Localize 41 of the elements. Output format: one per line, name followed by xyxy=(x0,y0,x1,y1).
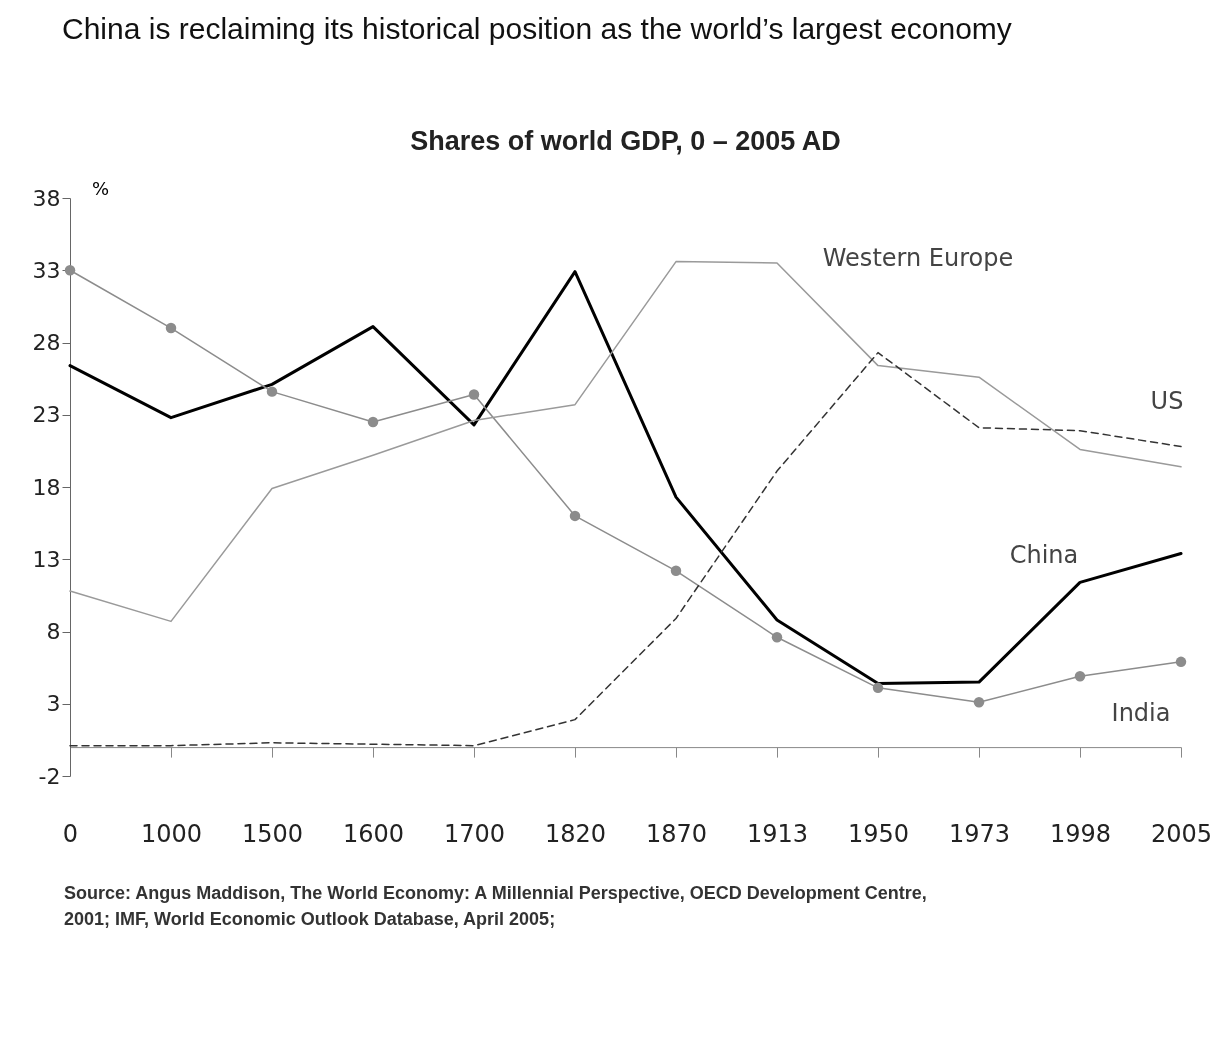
series-label: India xyxy=(1111,698,1171,727)
x-tick-label: 1950 xyxy=(847,819,910,848)
y-tick-label: 38 xyxy=(32,185,61,211)
y-tick-label: 13 xyxy=(32,546,61,572)
series-label: US xyxy=(1150,386,1184,415)
y-tick-label: -2 xyxy=(38,763,61,789)
x-tick-label: 1973 xyxy=(948,819,1011,848)
y-tick-label: 23 xyxy=(32,402,61,428)
x-tick-label: 1500 xyxy=(241,819,304,848)
point xyxy=(1074,671,1086,682)
point xyxy=(266,386,278,397)
x-tick-label: 1000 xyxy=(140,819,203,848)
series-label: China xyxy=(1009,541,1079,570)
x-tick-label: 1600 xyxy=(342,819,405,848)
point xyxy=(1175,656,1187,668)
x-tick-label: 1820 xyxy=(544,819,607,848)
x-tick-label: 1700 xyxy=(443,819,506,848)
point xyxy=(973,697,985,708)
y-tick-label: 3 xyxy=(46,691,61,717)
series-label: Western Europe xyxy=(822,243,1014,272)
x-tick-label: 1913 xyxy=(746,819,809,848)
y-axis-title: % xyxy=(91,177,110,199)
source-note: Source: Angus Maddison, The World Economy: A Millennial Perspective, OECD Development Centre, 2001; IMF, World Economic Outlook Database, April 2005; xyxy=(64,882,928,932)
point xyxy=(165,322,177,334)
chart-subtitle: Shares of world GDP, 0 – 2005 AD xyxy=(410,126,841,156)
y-tick-label: 28 xyxy=(32,330,61,355)
x-tick-label: 0 xyxy=(62,819,79,848)
x-tick-label: 1998 xyxy=(1049,819,1112,848)
x-tick-label: 1870 xyxy=(645,819,708,848)
y-tick-label: 33 xyxy=(32,257,61,283)
x-tick-label: 2005 xyxy=(1150,819,1211,848)
point xyxy=(569,510,581,522)
point xyxy=(670,565,682,577)
y-tick-label: 18 xyxy=(32,474,61,500)
y-tick-label: 8 xyxy=(46,619,61,644)
point xyxy=(64,265,76,276)
point xyxy=(468,389,480,400)
point xyxy=(872,682,884,694)
chart-title: China is reclaiming its historical position as the world’s largest economy xyxy=(62,12,1012,46)
point xyxy=(367,416,379,428)
point xyxy=(771,632,783,643)
